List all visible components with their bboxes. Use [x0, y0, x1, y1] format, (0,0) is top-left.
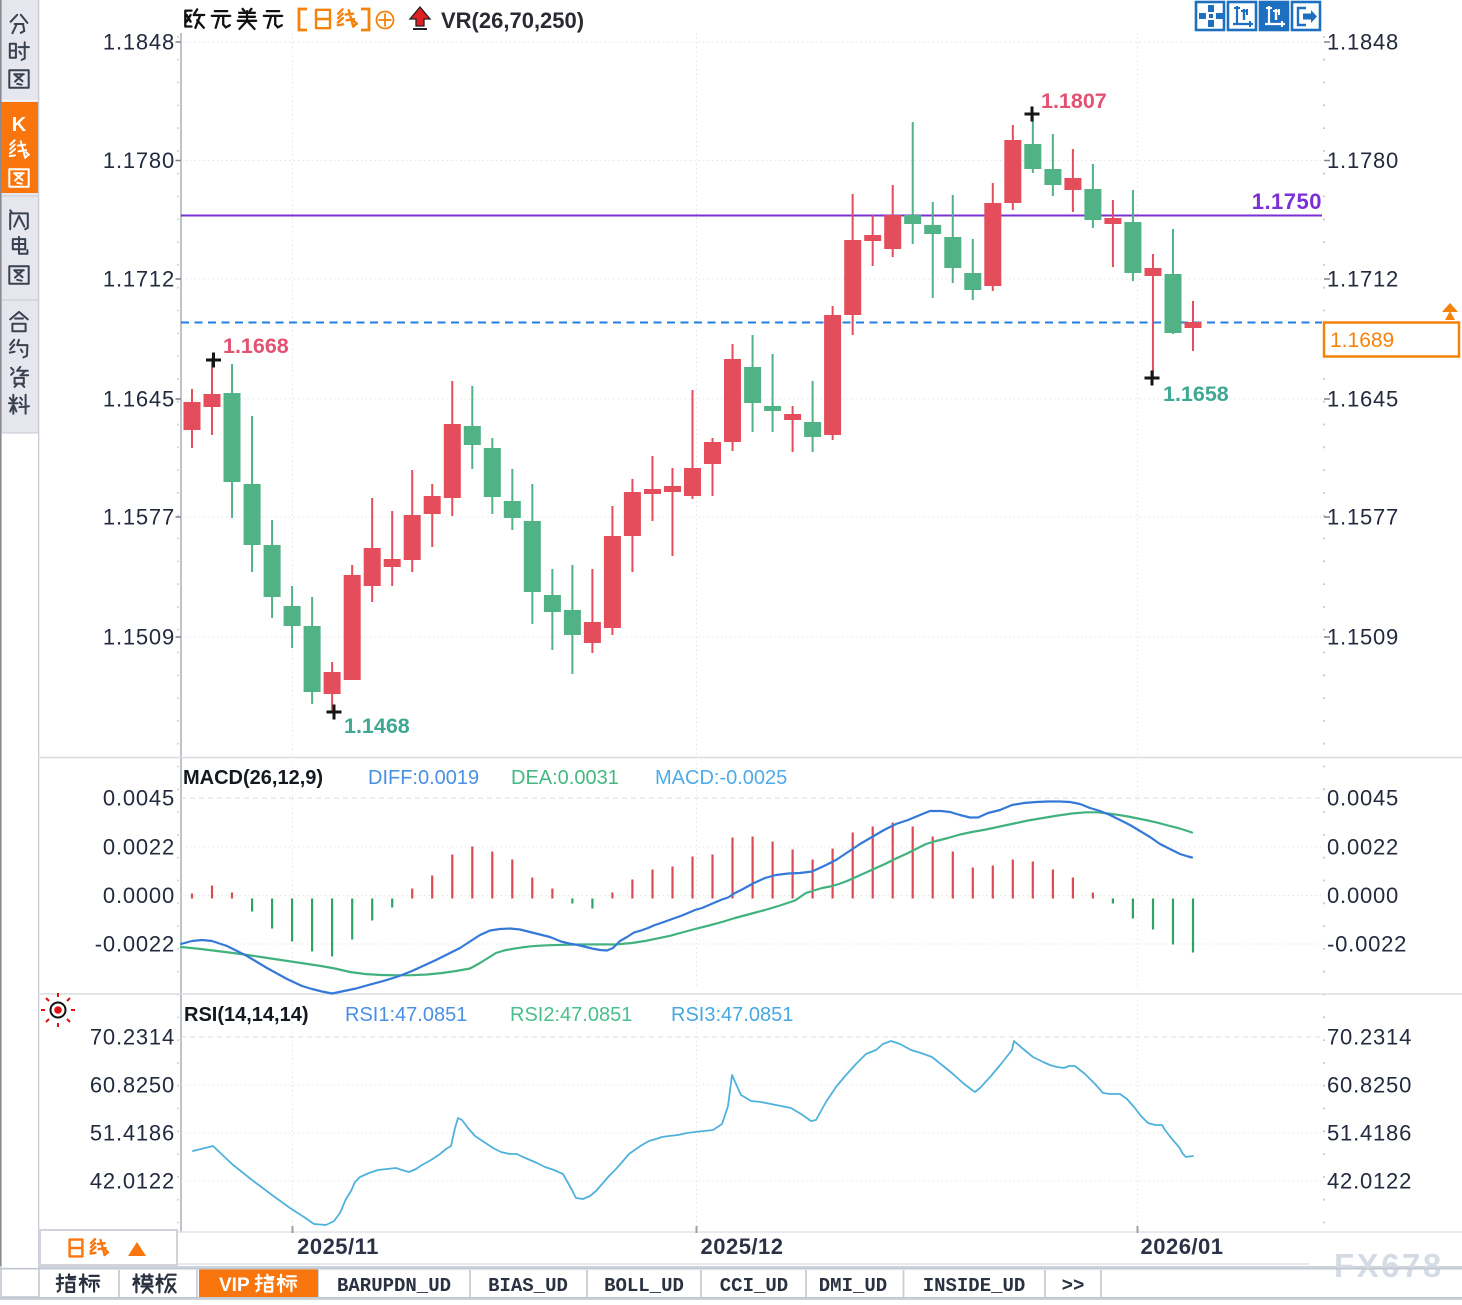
- svg-text:1.1780: 1.1780: [103, 148, 175, 173]
- svg-text:0.0045: 0.0045: [103, 786, 175, 811]
- svg-text:0.0022: 0.0022: [1327, 835, 1399, 860]
- svg-text:>>: >>: [1062, 1275, 1085, 1297]
- svg-text:1.1468: 1.1468: [344, 714, 410, 738]
- svg-text:1.1848: 1.1848: [1327, 30, 1399, 55]
- svg-text:RSI2:47.0851: RSI2:47.0851: [510, 1004, 632, 1026]
- svg-text:VIP: VIP: [219, 1275, 250, 1296]
- svg-text:K: K: [12, 114, 27, 136]
- svg-text:1.1645: 1.1645: [1327, 387, 1399, 412]
- svg-text:MACD:-0.0025: MACD:-0.0025: [655, 767, 787, 789]
- svg-text:RSI1:47.0851: RSI1:47.0851: [345, 1004, 467, 1026]
- svg-text:1.1780: 1.1780: [1327, 148, 1399, 173]
- svg-text:1.1848: 1.1848: [103, 30, 175, 55]
- svg-text:-0.0022: -0.0022: [1327, 932, 1407, 957]
- svg-text:DEA:0.0031: DEA:0.0031: [511, 767, 619, 789]
- svg-text:BARUPDN_UD: BARUPDN_UD: [337, 1275, 451, 1297]
- svg-text:70.2314: 70.2314: [1327, 1025, 1412, 1050]
- svg-text:DIFF:0.0019: DIFF:0.0019: [368, 767, 479, 789]
- svg-text:51.4186: 51.4186: [90, 1121, 175, 1146]
- svg-text:1.1509: 1.1509: [103, 625, 175, 650]
- svg-text:1.1577: 1.1577: [103, 505, 175, 530]
- svg-text:RSI(14,14,14): RSI(14,14,14): [184, 1004, 309, 1026]
- svg-text:FX678: FX678: [1334, 1247, 1444, 1284]
- svg-text:BOLL_UD: BOLL_UD: [604, 1275, 684, 1297]
- svg-text:1.1750: 1.1750: [1252, 189, 1322, 214]
- svg-text:1.1689: 1.1689: [1330, 329, 1394, 352]
- svg-text:RSI3:47.0851: RSI3:47.0851: [671, 1004, 793, 1026]
- svg-text:0.0000: 0.0000: [1327, 883, 1399, 908]
- svg-text:1.1577: 1.1577: [1327, 505, 1399, 530]
- svg-text:42.0122: 42.0122: [90, 1169, 175, 1194]
- svg-text:BIAS_UD: BIAS_UD: [488, 1275, 568, 1297]
- svg-text:0.0045: 0.0045: [1327, 786, 1399, 811]
- svg-text:1.1509: 1.1509: [1327, 625, 1399, 650]
- svg-text:INSIDE_UD: INSIDE_UD: [923, 1275, 1026, 1297]
- svg-text:1.1712: 1.1712: [1327, 267, 1399, 292]
- svg-text:1.1668: 1.1668: [223, 334, 289, 358]
- svg-text:1.1712: 1.1712: [103, 267, 175, 292]
- svg-text:1.1658: 1.1658: [1163, 382, 1229, 406]
- svg-text:70.2314: 70.2314: [90, 1025, 175, 1050]
- svg-text:-0.0022: -0.0022: [95, 932, 175, 957]
- svg-text:MACD(26,12,9): MACD(26,12,9): [183, 767, 323, 789]
- svg-text:60.8250: 60.8250: [1327, 1073, 1412, 1098]
- svg-text:2025/12: 2025/12: [700, 1234, 783, 1259]
- svg-text:2026/01: 2026/01: [1140, 1234, 1223, 1259]
- svg-text:CCI_UD: CCI_UD: [720, 1275, 788, 1297]
- svg-text:2025/11: 2025/11: [297, 1234, 379, 1259]
- svg-text:VR(26,70,250): VR(26,70,250): [441, 8, 584, 33]
- svg-text:0.0000: 0.0000: [103, 883, 175, 908]
- svg-text:1.1807: 1.1807: [1041, 89, 1107, 113]
- svg-text:0.0022: 0.0022: [103, 835, 175, 860]
- svg-text:1.1645: 1.1645: [103, 387, 175, 412]
- svg-text:DMI_UD: DMI_UD: [819, 1275, 887, 1297]
- svg-text:51.4186: 51.4186: [1327, 1121, 1412, 1146]
- svg-text:42.0122: 42.0122: [1327, 1169, 1412, 1194]
- svg-text:60.8250: 60.8250: [90, 1073, 175, 1098]
